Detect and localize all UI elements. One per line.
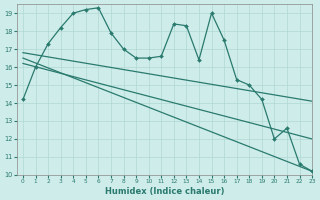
X-axis label: Humidex (Indice chaleur): Humidex (Indice chaleur) — [105, 187, 224, 196]
